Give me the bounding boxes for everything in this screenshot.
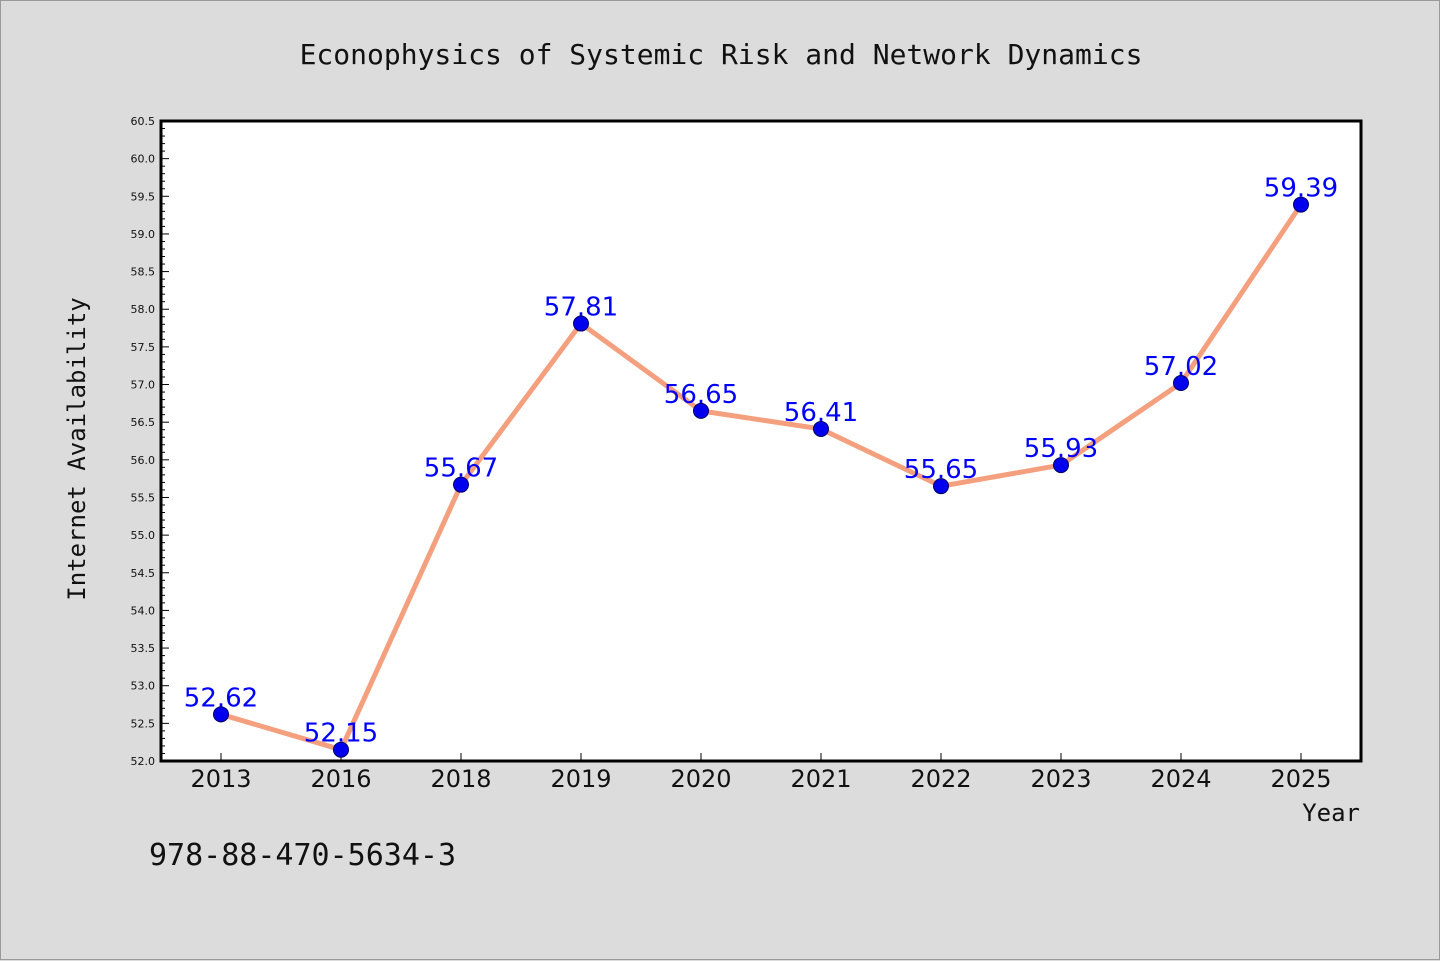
series-line xyxy=(218,202,1304,753)
y-tick-label: 54.5 xyxy=(131,567,156,580)
x-tick-label: 2024 xyxy=(1150,765,1211,793)
x-axis-title: Year xyxy=(1302,799,1360,827)
y-tick-label: 54.0 xyxy=(131,604,156,617)
x-tick-label: 2023 xyxy=(1030,765,1091,793)
plot-area xyxy=(161,121,1361,761)
y-tick-label: 59.5 xyxy=(131,190,156,203)
x-tick-label: 2016 xyxy=(310,765,371,793)
chart-title: Econophysics of Systemic Risk and Networ… xyxy=(300,38,1143,71)
data-label: 59.39 xyxy=(1264,174,1338,204)
data-point-marker xyxy=(1053,457,1069,474)
x-tick-label: 2018 xyxy=(430,765,491,793)
data-point-marker xyxy=(1293,196,1309,213)
data-point-marker xyxy=(1173,375,1189,392)
y-tick-label: 56.5 xyxy=(131,416,156,429)
data-point-marker xyxy=(933,478,949,495)
x-tick-label: 2021 xyxy=(790,765,851,793)
x-tick-label: 2020 xyxy=(670,765,731,793)
y-tick-label: 58.0 xyxy=(131,303,156,316)
data-point-marker xyxy=(333,741,349,758)
y-tick-label: 53.5 xyxy=(131,642,156,655)
data-label: 55.65 xyxy=(904,455,978,485)
y-axis-title: Internet Availability xyxy=(63,297,91,600)
data-point-marker xyxy=(813,420,829,437)
data-label: 52.15 xyxy=(304,719,378,749)
y-tick-label: 57.5 xyxy=(131,341,156,354)
y-tick-label: 60.5 xyxy=(131,115,156,128)
data-label: 56.41 xyxy=(784,398,858,428)
y-tick-label: 57.0 xyxy=(131,379,156,392)
x-tick-label: 2013 xyxy=(190,765,251,793)
y-tick-label: 52.0 xyxy=(131,755,156,768)
x-tick-label: 2022 xyxy=(910,765,971,793)
x-axis-ticks: 2013 2016 2018 2019 2020 2021 2022 2023 2024 2025 xyxy=(190,753,1332,793)
data-label: 52.62 xyxy=(184,683,258,713)
data-label: 57.02 xyxy=(1144,352,1218,382)
y-tick-label: 55.5 xyxy=(131,491,156,504)
data-point-marker xyxy=(573,315,589,332)
data-label: 55.93 xyxy=(1024,434,1098,464)
y-tick-label: 60.0 xyxy=(131,153,156,166)
isbn-annotation: 978-88-470-5634-3 xyxy=(149,838,456,873)
y-tick-label: 55.0 xyxy=(131,529,156,542)
x-tick-label: 2019 xyxy=(550,765,611,793)
data-label: 56.65 xyxy=(664,380,738,410)
data-point-marker xyxy=(453,476,469,493)
plot-frame xyxy=(159,119,1363,763)
y-tick-label: 53.0 xyxy=(131,680,156,693)
y-tick-label: 59.0 xyxy=(131,228,156,241)
data-label: 55.67 xyxy=(424,454,498,484)
series-markers xyxy=(213,196,1309,758)
data-label: 57.81 xyxy=(544,293,618,323)
y-tick-label: 58.5 xyxy=(131,266,156,279)
data-point-marker xyxy=(213,706,229,723)
data-point-marker xyxy=(693,402,709,419)
x-tick-label: 2025 xyxy=(1270,765,1331,793)
y-tick-label: 52.5 xyxy=(131,717,156,730)
y-tick-label: 56.0 xyxy=(131,454,156,467)
data-labels: 52.62 52.15 55.67 57.81 56.65 56.41 55.65 55.93… xyxy=(184,174,1338,749)
